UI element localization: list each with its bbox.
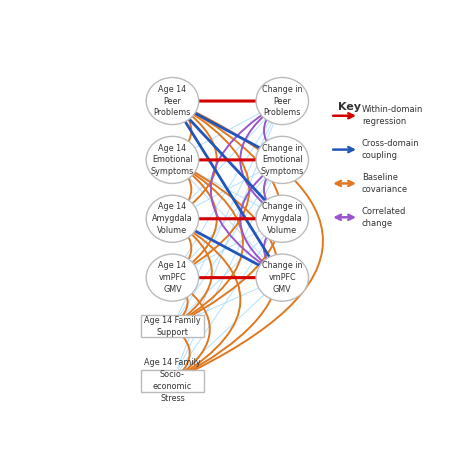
FancyArrowPatch shape	[184, 282, 272, 321]
Circle shape	[146, 254, 199, 301]
FancyArrowPatch shape	[178, 285, 210, 376]
FancyArrowPatch shape	[178, 110, 275, 266]
FancyArrowPatch shape	[182, 224, 272, 272]
FancyArrowPatch shape	[179, 166, 243, 322]
Text: Change in
Peer
Problems: Change in Peer Problems	[262, 85, 302, 118]
FancyArrowPatch shape	[182, 106, 272, 155]
Text: Correlated
change: Correlated change	[362, 207, 406, 228]
Text: Age 14
Peer
Problems: Age 14 Peer Problems	[154, 85, 191, 118]
Text: Change in
vmPFC
GMV: Change in vmPFC GMV	[262, 261, 302, 294]
FancyArrowPatch shape	[178, 110, 276, 268]
FancyArrowPatch shape	[180, 109, 274, 211]
FancyArrowPatch shape	[177, 112, 278, 368]
FancyArrowPatch shape	[180, 109, 274, 210]
FancyArrowPatch shape	[183, 107, 249, 271]
FancyArrowPatch shape	[179, 225, 240, 377]
FancyArrowPatch shape	[183, 156, 268, 163]
FancyArrowPatch shape	[211, 108, 272, 271]
Circle shape	[146, 77, 199, 125]
FancyArrowPatch shape	[180, 228, 276, 370]
FancyArrowPatch shape	[179, 106, 323, 378]
FancyArrowPatch shape	[182, 165, 272, 213]
FancyArrowPatch shape	[264, 168, 273, 210]
FancyArrowPatch shape	[180, 168, 274, 270]
FancyArrowPatch shape	[264, 227, 273, 269]
FancyArrowPatch shape	[182, 165, 272, 214]
Text: Age 14
Emotional
Symptoms: Age 14 Emotional Symptoms	[151, 144, 194, 176]
FancyArrowPatch shape	[336, 181, 353, 186]
FancyArrowPatch shape	[178, 226, 212, 322]
Text: Age 14 Family
Support: Age 14 Family Support	[144, 316, 201, 337]
Text: Age 14 Family
Socio-
economic
Stress: Age 14 Family Socio- economic Stress	[144, 358, 201, 403]
FancyArrowPatch shape	[183, 98, 268, 104]
FancyArrowPatch shape	[182, 286, 274, 372]
Circle shape	[146, 195, 199, 242]
FancyArrowPatch shape	[178, 170, 277, 369]
Bar	[141, 370, 203, 392]
FancyArrowPatch shape	[182, 106, 270, 154]
FancyArrowPatch shape	[182, 227, 274, 317]
FancyArrowPatch shape	[181, 109, 191, 152]
FancyArrowPatch shape	[333, 147, 353, 152]
FancyArrowPatch shape	[178, 111, 277, 314]
FancyArrowPatch shape	[183, 274, 268, 281]
FancyArrowPatch shape	[240, 109, 273, 211]
FancyArrowPatch shape	[182, 108, 217, 212]
Circle shape	[146, 137, 199, 183]
Circle shape	[256, 195, 309, 242]
FancyArrowPatch shape	[333, 113, 353, 118]
FancyArrowPatch shape	[181, 227, 191, 269]
Text: Age 14
Amygdala
Volume: Age 14 Amygdala Volume	[152, 202, 193, 235]
FancyArrowPatch shape	[181, 168, 191, 210]
FancyArrowPatch shape	[180, 109, 273, 209]
Text: Change in
Amygdala
Volume: Change in Amygdala Volume	[262, 202, 303, 235]
FancyArrowPatch shape	[180, 168, 274, 269]
Circle shape	[256, 137, 309, 183]
FancyArrowPatch shape	[178, 111, 276, 269]
Text: Within-domain
regression: Within-domain regression	[362, 105, 423, 126]
FancyArrowPatch shape	[178, 331, 190, 376]
FancyArrowPatch shape	[240, 167, 273, 270]
FancyArrowPatch shape	[179, 107, 282, 323]
FancyArrowPatch shape	[182, 224, 272, 273]
Text: Key: Key	[338, 102, 361, 112]
FancyArrowPatch shape	[178, 286, 188, 321]
FancyArrowPatch shape	[182, 224, 270, 271]
FancyArrowPatch shape	[179, 166, 278, 377]
Text: Cross-domain
coupling: Cross-domain coupling	[362, 139, 419, 160]
Text: Change in
Emotional
Symptoms: Change in Emotional Symptoms	[261, 144, 304, 176]
FancyArrowPatch shape	[264, 109, 273, 151]
FancyArrowPatch shape	[336, 215, 353, 220]
FancyArrowPatch shape	[183, 215, 268, 222]
Text: Age 14
vmPFC
GMV: Age 14 vmPFC GMV	[158, 261, 186, 294]
FancyArrowPatch shape	[180, 170, 276, 315]
FancyArrowPatch shape	[182, 107, 272, 155]
Bar	[141, 315, 203, 337]
Circle shape	[256, 77, 309, 125]
Text: Baseline
covariance: Baseline covariance	[362, 173, 408, 194]
FancyArrowPatch shape	[182, 167, 217, 271]
Circle shape	[256, 254, 309, 301]
